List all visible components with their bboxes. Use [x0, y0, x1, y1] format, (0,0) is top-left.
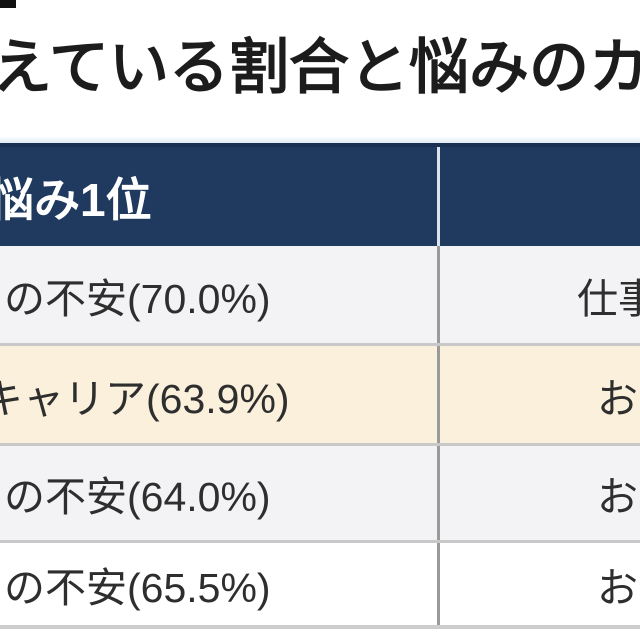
column-divider [437, 543, 440, 625]
column-divider [437, 147, 440, 246]
cell-worry-col1-text: の不安(70.0%) [4, 275, 271, 322]
cell-worry-col1: キャリア(63.9%) [0, 346, 437, 443]
cell-worry-col2: 仕事 [440, 246, 640, 343]
cropped-text-fragment [0, 0, 16, 8]
cell-worry-col2: お [440, 446, 640, 540]
header-cell-col2 [440, 147, 640, 246]
table-row: の不安(64.0%) お [0, 443, 640, 540]
cell-worry-col2: お [440, 346, 640, 443]
cell-worry-col2-text: お [597, 474, 638, 520]
cell-worry-col2-text: 仕事 [577, 275, 640, 322]
page-title: えている割合と悩みのカ [0, 34, 640, 101]
table-row: の不安(65.5%) お [0, 540, 640, 625]
cell-worry-col1: の不安(65.5%) [0, 543, 437, 625]
cell-worry-col2: お [440, 543, 640, 625]
header-cell-col1: 悩み1位 [0, 147, 437, 246]
cell-worry-col2-text: お [597, 565, 638, 611]
cell-worry-col1-text: の不安(64.0%) [4, 474, 271, 520]
cell-worry-col1: の不安(70.0%) [0, 246, 437, 343]
table-row-highlighted: キャリア(63.9%) お [0, 343, 640, 443]
column-divider [437, 246, 440, 343]
cell-worry-col1-text: キャリア(63.9%) [0, 375, 290, 422]
table-header-row: 悩み1位 [0, 143, 640, 246]
cell-worry-col1: の不安(64.0%) [0, 446, 437, 540]
column-divider [437, 346, 440, 443]
table-top-highlight [0, 137, 640, 143]
header-cell-col1-label: 悩み1位 [0, 173, 152, 226]
worry-statistics-table: 悩み1位 の不安(70.0%) 仕事 キャリア(63.9%) お [0, 143, 640, 629]
cell-worry-col2-text: お [597, 375, 638, 422]
column-divider [437, 446, 440, 540]
cell-worry-col1-text: の不安(65.5%) [4, 565, 271, 611]
table-row: の不安(70.0%) 仕事 [0, 246, 640, 343]
